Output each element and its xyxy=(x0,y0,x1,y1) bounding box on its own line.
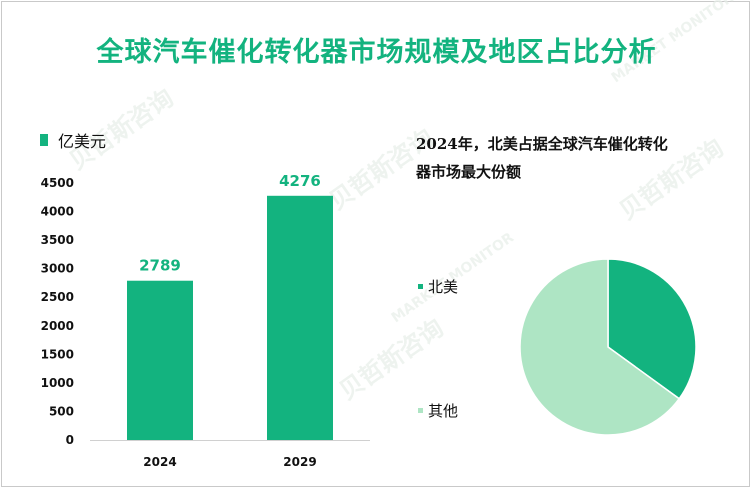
y-tick-label: 3000 xyxy=(41,262,74,276)
data-label: 2789 xyxy=(139,257,181,275)
y-tick-label: 500 xyxy=(49,404,74,418)
pie-slice xyxy=(607,258,697,400)
pie-legend-other: 其他 xyxy=(418,400,458,421)
bar-legend: 亿美元 xyxy=(40,128,106,152)
data-label: 4276 xyxy=(279,172,321,190)
y-tick-label: 4500 xyxy=(41,176,74,190)
legend-dot xyxy=(418,284,423,289)
y-tick-label: 4000 xyxy=(41,205,74,219)
legend-label: 亿美元 xyxy=(58,132,107,151)
pie-legend-label: 北美 xyxy=(428,278,459,296)
pie-title: 2024年，北美占据全球汽车催化转化 器市场最大份额 xyxy=(416,130,726,186)
pie-legend-northamerica: 北美 xyxy=(418,276,458,297)
pie-slice xyxy=(519,258,681,436)
pie-title-line-2: 器市场最大份额 xyxy=(416,163,522,181)
pie-title-line-1: 2024年，北美占据全球汽车催化转化 xyxy=(416,135,668,153)
y-tick-label: 1000 xyxy=(41,376,74,390)
y-tick-label: 3500 xyxy=(41,233,74,247)
bar xyxy=(127,280,193,440)
y-tick-label: 2500 xyxy=(41,290,74,304)
chart-title: 全球汽车催化转化器市场规模及地区占比分析 xyxy=(96,37,657,68)
y-tick-label: 1500 xyxy=(41,347,74,361)
y-tick-label: 2000 xyxy=(41,319,74,333)
legend-dot xyxy=(418,408,423,413)
y-tick-label: 0 xyxy=(66,433,74,447)
x-tick-label: 2024 xyxy=(143,455,176,469)
legend-swatch xyxy=(40,134,48,146)
bar xyxy=(267,195,333,440)
x-tick-label: 2029 xyxy=(283,455,316,469)
pie-legend-label: 其他 xyxy=(428,402,459,420)
